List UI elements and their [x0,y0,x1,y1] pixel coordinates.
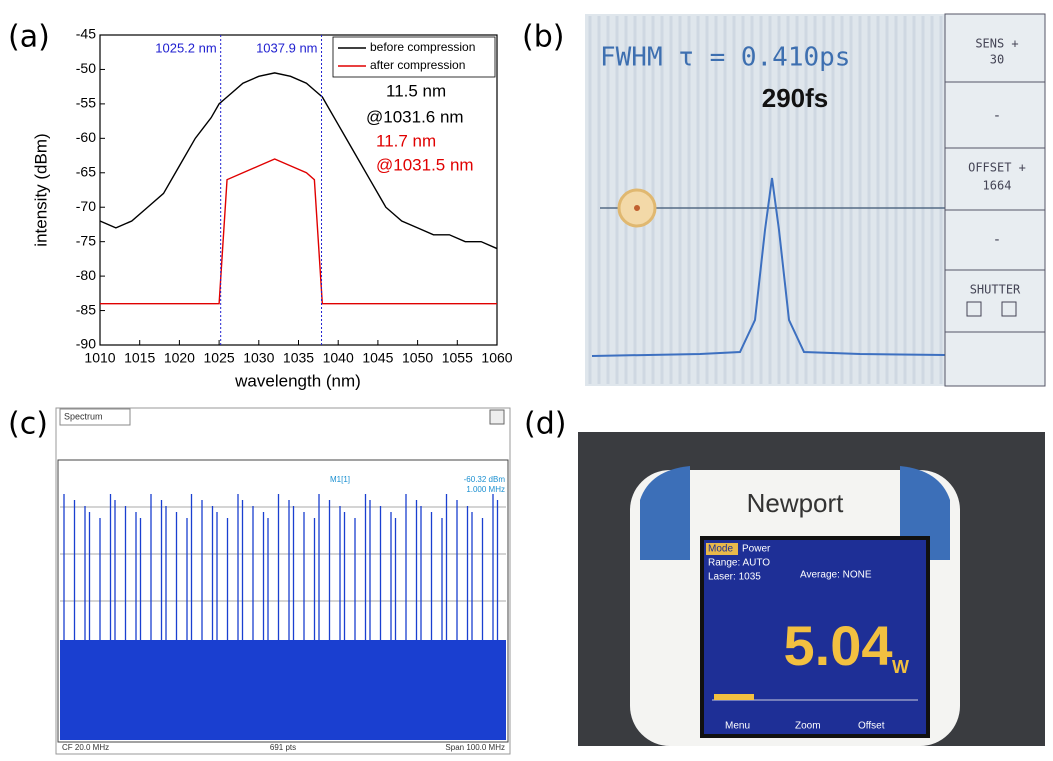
legend-label: before compression [370,40,475,54]
x-tick-label: 1045 [362,350,393,366]
y-tick-label: -75 [76,232,96,248]
average: Average: NONE [800,570,872,581]
reading: 5.04 [784,614,893,677]
menu-item: Menu [725,721,750,732]
y-tick-label: -50 [76,60,96,76]
x-tick-label: 1060 [481,350,512,366]
mode: Power [742,544,771,555]
annotation: 11.5 nm [386,81,446,100]
y-tick-label: -90 [76,336,96,352]
x-axis-label: wavelength (nm) [234,371,361,390]
button: SHUTTER [970,283,1021,297]
x-tick-label: 1015 [124,350,155,366]
marker-label: 1037.9 nm [256,40,317,55]
y-axis-label: intensity (dBm) [31,133,50,246]
range: Range: AUTO [708,558,770,569]
marker: M1[1] [330,475,350,484]
y-tick-label: -60 [76,129,96,145]
panel-label: (c) [8,407,48,442]
panel-a: (a) wavelength (nm) intensity (dBm) 1010… [8,20,513,391]
x-tick-label: 1035 [283,350,314,366]
x-tick-label: 1010 [84,350,115,366]
marker-freq: 1.000 MHz [466,485,505,494]
x-tick-label: 1030 [243,350,274,366]
button: SENS + [975,37,1018,51]
y-tick-label: -65 [76,163,96,179]
y-tick-label: -80 [76,267,96,283]
button: OFFSET + [968,161,1026,175]
panel-label: (b) [522,20,564,55]
button-column [944,13,1046,387]
panel-label: (d) [524,407,566,442]
marker-level: -60.32 dBm [464,475,506,484]
x-tick-label: 1025 [204,350,235,366]
legend-box [332,36,496,78]
laser: Laser: 1035 [708,572,761,583]
meter-screen [700,536,930,738]
button: 30 [990,53,1004,67]
readout: FWHM τ = 0.410ps [600,43,850,73]
x-tick-label: 1040 [323,350,354,366]
annotation: 11.7 nm [376,131,436,150]
y-tick-label: -45 [76,26,96,42]
cursor-dot [634,205,640,211]
x-tick-label: 1020 [164,350,195,366]
points: 691 pts [270,743,296,752]
marker-label: 1025.2 nm [155,40,216,55]
panel-d: (d) Newport Mode Power Range: AUTO Avera… [524,407,1045,746]
panel-label: (a) [8,20,50,55]
brand: Newport [747,488,845,518]
y-tick-label: -70 [76,198,96,214]
button: - [993,232,1001,248]
legend-label: after compression [370,58,465,72]
tab: Spectrum [64,411,103,421]
annotation: @1031.6 nm [366,107,464,126]
annotation: @1031.5 nm [376,155,474,174]
panel-b: (b) FWHM τ = 0.410ps 290fs SENS + 30 - O… [522,13,1046,387]
menu-item: Offset [858,721,885,732]
x-tick-label: 1055 [442,350,473,366]
button: 1664 [983,179,1012,193]
x-tick-label: 1050 [402,350,433,366]
result: 290fs [762,83,829,113]
y-tick-label: -85 [76,301,96,317]
series-line [100,158,497,305]
mode-key: Mode [708,544,733,555]
unit: W [892,657,909,677]
series-line [99,72,498,250]
noise-floor [60,640,506,740]
y-tick-label: -55 [76,95,96,111]
span: Span 100.0 MHz [445,743,505,752]
menu-item: Zoom [795,721,821,732]
panel-c: (c) Spectrum M1[1] -60.32 dBm 1.000 MHz … [8,407,511,755]
button: - [993,108,1001,124]
pulse-trace [591,177,946,357]
center: CF 20.0 MHz [62,743,109,752]
